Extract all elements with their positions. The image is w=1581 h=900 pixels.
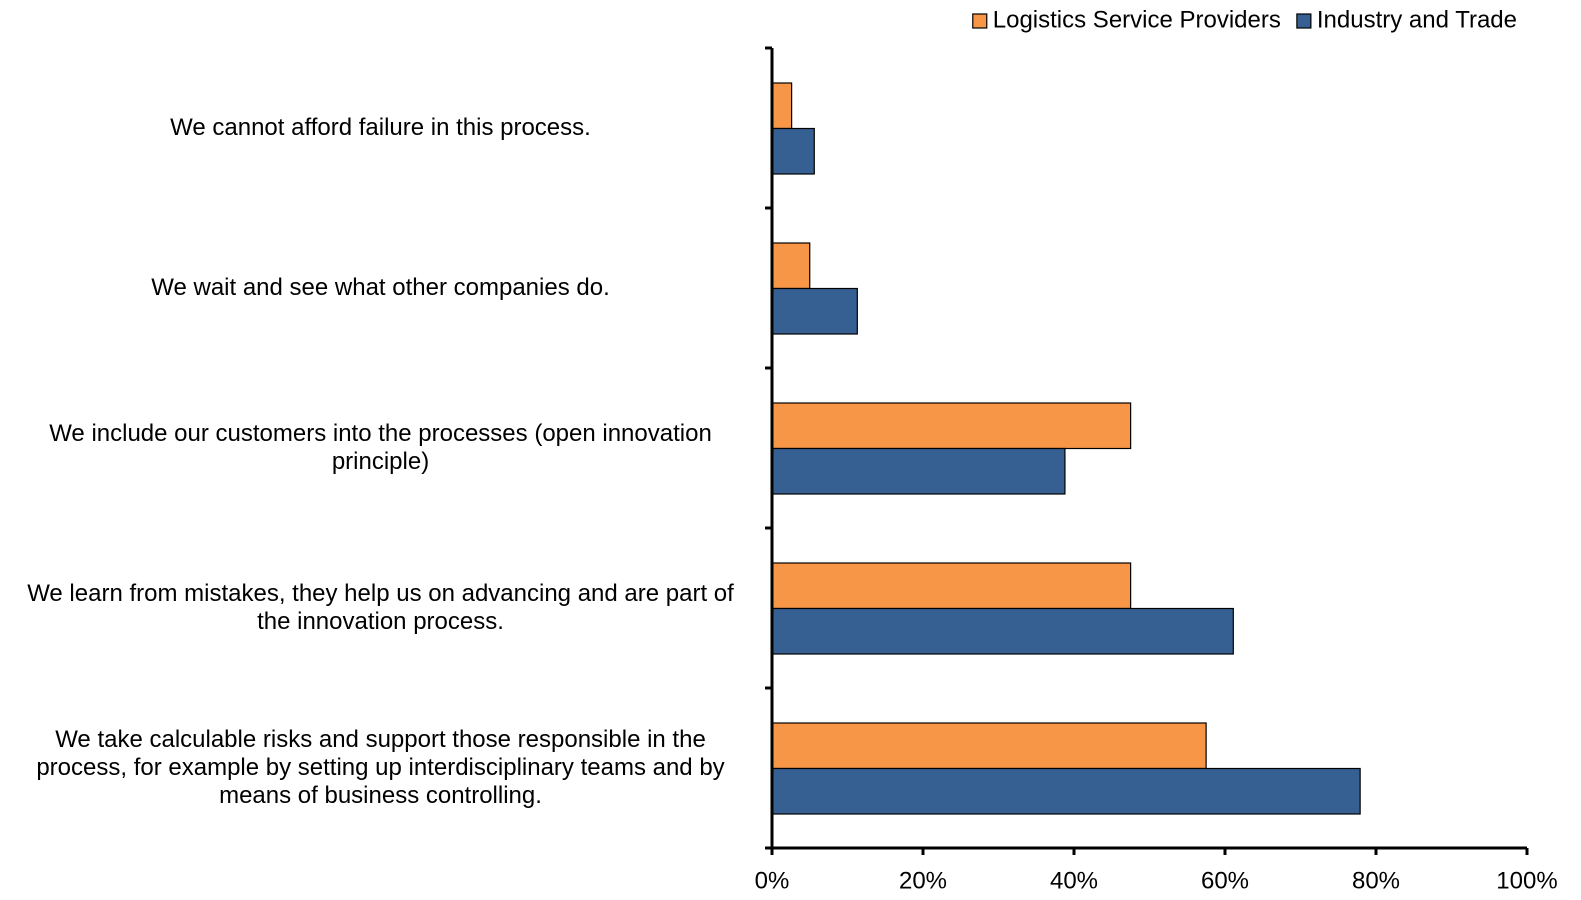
x-tick-label: 0% [755, 867, 790, 894]
bar [771, 562, 1132, 610]
y-tick-label: We wait and see what other companies do. [151, 274, 610, 301]
legend-label: Industry and Trade [1317, 6, 1517, 33]
y-tick-label: We include our customers into the proces… [49, 420, 712, 475]
bar [771, 242, 811, 290]
legend-swatch [972, 13, 988, 29]
bar [771, 287, 858, 335]
legend-label: Logistics Service Providers [993, 6, 1281, 33]
bar [771, 82, 793, 130]
x-tick-label: 80% [1352, 867, 1400, 894]
legend-swatch [1296, 13, 1312, 29]
bar [771, 402, 1132, 450]
x-tick-label: 40% [1050, 867, 1098, 894]
y-tick-label: We learn from mistakes, they help us on … [27, 580, 734, 635]
y-tick-label: We take calculable risks and support tho… [36, 726, 725, 809]
bar [771, 607, 1234, 655]
bar [771, 127, 815, 175]
bar [771, 722, 1207, 770]
bar [771, 447, 1066, 495]
x-tick-label: 20% [899, 867, 947, 894]
y-tick-label: We cannot afford failure in this process… [170, 114, 591, 141]
bar [771, 767, 1361, 815]
x-tick-label: 60% [1201, 867, 1249, 894]
x-tick-label: 100% [1496, 867, 1557, 894]
